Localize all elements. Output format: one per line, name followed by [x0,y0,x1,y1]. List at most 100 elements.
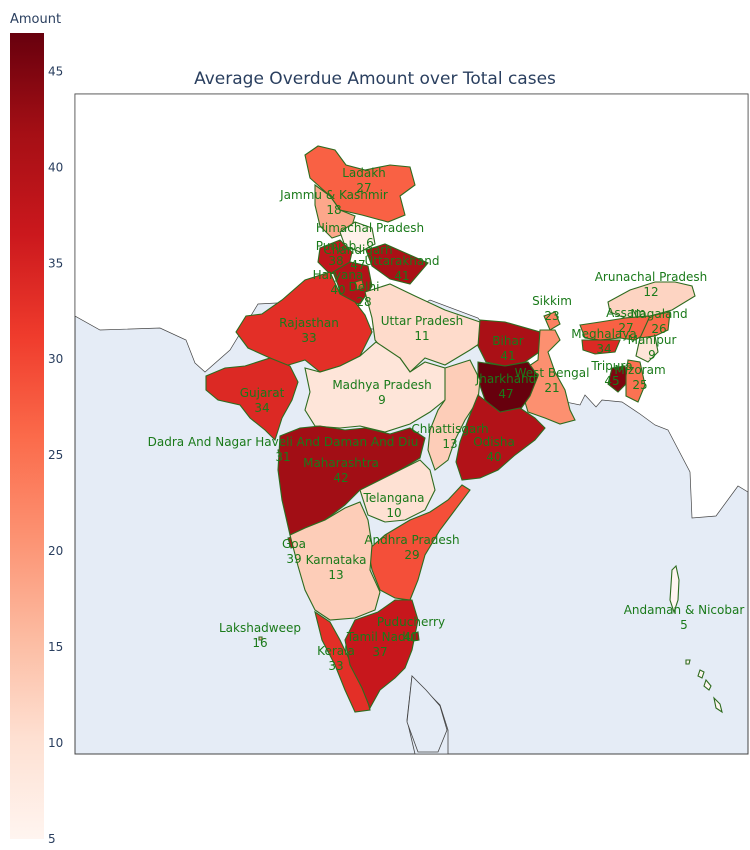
region-value-label: 37 [372,645,387,659]
region-arunachal-pradesh [607,281,696,319]
region-name-label: Kerala [317,644,355,658]
region-name-label: Arunachal Pradesh [595,270,708,284]
region-value-label: 40 [486,450,501,464]
region-name-label: Jammu & Kashmir [279,188,388,202]
region-value-label: 13 [442,437,457,451]
region-value-label: 9 [648,348,656,362]
region-value-label: 13 [328,568,343,582]
region-name-label: Delhi [349,280,380,294]
region-name-label: Tamil Nadu [346,630,413,644]
region-name-label: Andhra Pradesh [364,533,459,547]
region-delhi [354,279,365,291]
region-name-label: Meghalaya [571,327,636,341]
colorbar-tick-label: 40 [48,160,63,174]
colorbar-tick-label: 30 [48,352,63,366]
chart-title: Average Overdue Amount over Total cases [194,69,556,89]
region-name-label: Assam [606,306,646,320]
region-tripura [607,365,629,393]
region-value-label: 12 [643,285,658,299]
region-value-label: 41 [394,269,409,283]
region-value-label: 29 [404,548,419,562]
region-name-label: Mizoram [614,363,665,377]
region-value-label: 33 [328,659,343,673]
region-name-label: Gujarat [240,386,285,400]
region-value-label: 33 [301,331,316,345]
region-puducherry [411,631,420,642]
region-name-label: Chhattisgarh [411,422,488,436]
region-value-label: 34 [254,401,269,415]
region-name-label: Nagaland [630,307,687,321]
region-gujarat [205,357,299,442]
region-karnataka [289,501,381,621]
region-chhattisgarh [427,359,481,471]
colorbar-tick-label: 10 [48,736,63,750]
region-value-label: 28 [356,295,371,309]
region-name-label: Goa [282,537,306,551]
region-name-label: Haryana [313,268,364,282]
region-name-label: Sikkim [532,294,572,308]
region-name-label: Chandigarh [323,243,392,257]
colorbar-tick-label: 25 [48,448,63,462]
colorbar-tick-label: 20 [48,544,63,558]
region-uttarakhand [365,243,429,285]
region-sikkim [543,311,561,331]
region-name-label: Punjab [316,239,357,253]
region-value-label: 23 [544,309,559,323]
region-name-label: Uttarakhand [365,254,440,268]
colorbar-tick-label: 5 [48,832,56,846]
region-value-label: 5 [680,618,688,632]
region-value-label: 42 [333,471,348,485]
region-name-label: Telangana [363,491,425,505]
region-name-label: West Bengal [515,366,590,380]
region-name-label: Himachal Pradesh [316,221,424,235]
region-name-label: Karnataka [306,553,367,567]
region-value-label: 47 [350,258,365,272]
sri-lanka-land [406,675,448,753]
region-value-label: 11 [414,329,429,343]
region-value-label: 41 [500,349,515,363]
region-name-label: Maharashtra [303,456,379,470]
region-value-label: 27 [356,181,371,195]
region-value-label: 47 [498,387,513,401]
region-name-label: Manipur [628,333,677,347]
region-value-label: 26 [651,322,666,336]
colorbar-tick-label: 45 [48,64,63,78]
region-value-label: 31 [275,450,290,464]
region-value-label: 39 [286,552,301,566]
region-tamil-nadu [344,599,419,710]
region-value-label: 45 [604,374,619,388]
region-value-label: 34 [596,342,611,356]
region-value-label: 25 [632,378,647,392]
region-kerala [314,610,371,713]
region-value-label: 6 [366,236,374,250]
region-name-label: Andaman & Nicobar [624,603,745,617]
colorbar [10,33,44,839]
region-value-label: 18 [326,203,341,217]
map-regions [74,93,749,755]
region-value-label: 10 [386,506,401,520]
region-name-label: Ladakh [342,166,386,180]
colorbar-tick-label: 35 [48,256,63,270]
region-telangana [359,459,436,523]
colorbar-ticks: 5 10 15 20 25 30 35 40 45 [48,64,63,846]
colorbar-title: Amount [10,12,61,27]
region-value-label: 41 [403,630,418,644]
region-value-label: 40 [330,283,345,297]
region-name-label: Bihar [492,334,524,348]
region-odisha [455,394,546,481]
region-name-label: Dadra And Nagar Haveli And Daman And Diu [148,435,419,449]
region-value-label: 27 [618,321,633,335]
region-andaman-nicobar [669,564,723,714]
region-name-label: Uttar Pradesh [381,314,463,328]
region-name-label: Madhya Pradesh [332,378,431,392]
region-name-label: Jharkhand [475,372,537,386]
region-name-label: Tripura [590,359,632,373]
region-jharkhand [477,361,539,416]
region-value-label: 21 [544,381,559,395]
region-name-label: Lakshadweep [219,621,301,635]
region-name-label: Odisha [473,435,515,449]
region-manipur [635,335,659,363]
region-mizoram [625,359,646,403]
